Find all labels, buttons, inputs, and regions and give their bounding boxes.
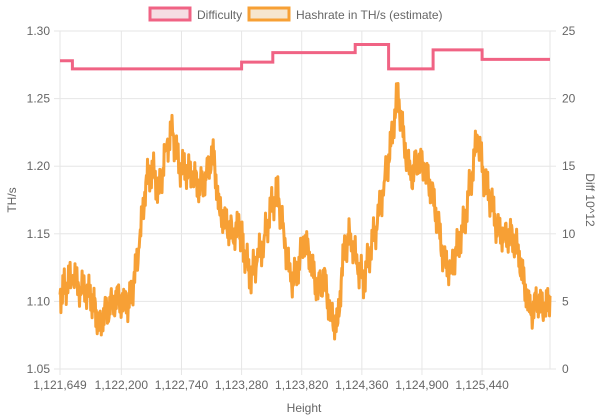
right-axis-title: Diff 10^12 [583, 173, 597, 227]
left-tick-label: 1.05 [27, 362, 51, 376]
legend-item-hashrate[interactable]: Hashrate in TH/s (estimate) [247, 6, 443, 22]
series-layer [58, 43, 552, 341]
left-tick-label: 1.15 [27, 227, 51, 241]
difficulty-step-line [60, 43, 550, 71]
right-tick-label: 15 [562, 159, 576, 173]
x-tick-label: 1,123,280 [215, 378, 269, 392]
left-tick-label: 1.25 [27, 92, 51, 106]
right-tick-label: 0 [562, 362, 569, 376]
legend-swatch-difficulty [148, 6, 192, 22]
legend-swatch-hashrate [247, 6, 291, 22]
x-axis-ticks: 1,121,649 1,122,200 1,122,740 1,123,280 1,12… [33, 369, 509, 392]
hashrate-line [58, 82, 552, 341]
x-tick-label: 1,123,820 [275, 378, 329, 392]
legend: Difficulty Hashrate in TH/s (estimate) [148, 6, 443, 22]
x-tick-label: 1,122,740 [155, 378, 209, 392]
legend-label-difficulty: Difficulty [197, 8, 242, 22]
grid-lines [59, 30, 551, 370]
legend-label-hashrate: Hashrate in TH/s (estimate) [296, 8, 443, 22]
left-tick-label: 1.30 [27, 24, 51, 38]
x-tick-label: 1,124,900 [395, 378, 449, 392]
x-tick-label: 1,125,440 [455, 378, 509, 392]
right-tick-label: 10 [562, 227, 576, 241]
right-tick-label: 5 [562, 294, 569, 308]
x-tick-label: 1,121,649 [33, 378, 87, 392]
x-axis-title: Height [287, 401, 322, 415]
right-tick-label: 20 [562, 92, 576, 106]
left-axis-ticks: 1.05 1.10 1.15 1.20 1.25 1.30 [27, 24, 60, 376]
left-axis-title: TH/s [5, 187, 19, 212]
x-tick-label: 1,122,200 [95, 378, 149, 392]
legend-item-difficulty[interactable]: Difficulty [148, 6, 242, 22]
left-tick-label: 1.20 [27, 159, 51, 173]
right-tick-label: 25 [562, 24, 576, 38]
x-tick-label: 1,124,360 [335, 378, 389, 392]
right-axis-ticks: 0 5 10 15 20 25 [550, 24, 576, 376]
left-tick-label: 1.10 [27, 294, 51, 308]
